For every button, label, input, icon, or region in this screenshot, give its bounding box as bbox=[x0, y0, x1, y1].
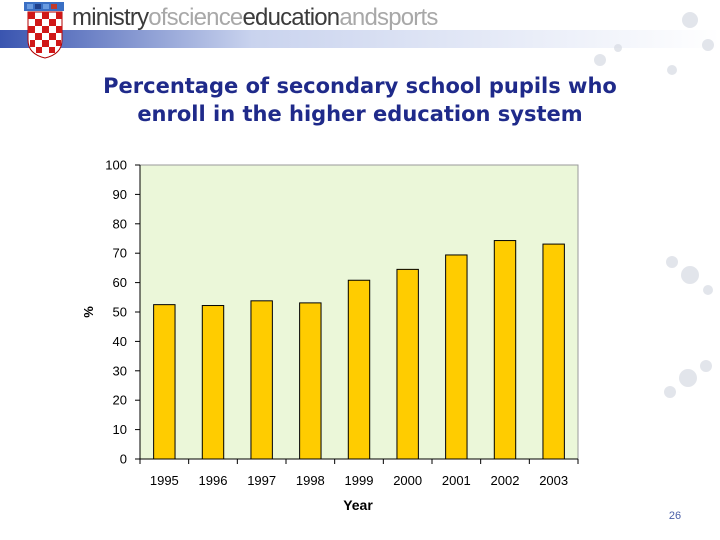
x-tick-label: 2002 bbox=[491, 473, 520, 488]
y-tick-label: 20 bbox=[113, 393, 127, 408]
bar-1995 bbox=[153, 304, 176, 460]
bar-1997 bbox=[250, 300, 273, 460]
logo-word-andsports: andsports bbox=[339, 4, 438, 31]
x-tick-label: 1999 bbox=[345, 473, 374, 488]
bar-2003 bbox=[542, 243, 565, 460]
y-axis: 0 10 20 30 40 50 60 70 80 90 100 bbox=[105, 158, 141, 467]
bars bbox=[153, 240, 565, 460]
ministry-logo-text: ministryofscienceeducationandsports bbox=[72, 3, 438, 33]
y-axis-label: % bbox=[81, 306, 96, 318]
chart-title: Percentage of secondary school pupils wh… bbox=[0, 72, 720, 128]
bar-2001 bbox=[445, 254, 468, 460]
y-tick-label: 100 bbox=[105, 158, 127, 173]
x-tick-label: 2003 bbox=[539, 473, 568, 488]
y-tick-label: 60 bbox=[113, 275, 127, 290]
y-tick-label: 70 bbox=[113, 246, 127, 261]
coat-of-arms-icon bbox=[24, 2, 64, 59]
x-tick-label: 2001 bbox=[442, 473, 471, 488]
y-tick-label: 80 bbox=[113, 216, 127, 231]
y-tick-label: 10 bbox=[113, 422, 127, 437]
bar-1998 bbox=[299, 302, 322, 460]
header: ministryofscienceeducationandsports bbox=[0, 0, 720, 60]
chart-title-line-2: enroll in the higher education system bbox=[137, 102, 583, 126]
y-tick-label: 50 bbox=[113, 305, 127, 320]
y-tick-label: 30 bbox=[113, 363, 127, 378]
x-axis: 1995 1996 1997 1998 1999 2000 2001 2002 2003 bbox=[139, 458, 579, 488]
page-number: 26 bbox=[668, 510, 682, 522]
header-band bbox=[0, 2, 720, 59]
x-tick-label: 1996 bbox=[199, 473, 228, 488]
x-tick-label: 2000 bbox=[393, 473, 422, 488]
logo-word-ofscience: ofscience bbox=[148, 4, 243, 31]
logo-word-education: education bbox=[242, 4, 340, 31]
bar-2002 bbox=[493, 240, 517, 460]
bar-1996 bbox=[201, 305, 225, 460]
bar-1999 bbox=[347, 279, 371, 460]
x-tick-label: 1997 bbox=[247, 473, 276, 488]
y-tick-label: 40 bbox=[113, 334, 127, 349]
bar-2000 bbox=[396, 268, 419, 460]
x-axis-label: Year bbox=[343, 497, 373, 513]
chart-title-line-1: Percentage of secondary school pupils wh… bbox=[103, 74, 617, 98]
y-tick-label: 0 bbox=[120, 452, 127, 467]
logo-word-ministry: ministry bbox=[72, 4, 149, 31]
y-tick-label: 90 bbox=[113, 187, 127, 202]
x-tick-label: 1998 bbox=[296, 473, 325, 488]
x-tick-label: 1995 bbox=[150, 473, 179, 488]
